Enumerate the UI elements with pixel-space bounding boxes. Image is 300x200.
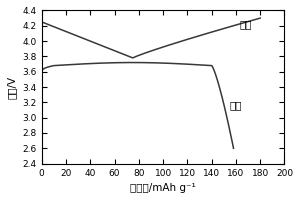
- Y-axis label: 电压/V: 电压/V: [7, 75, 17, 99]
- Text: 充电: 充电: [240, 19, 252, 29]
- X-axis label: 比容量/mAh g⁻¹: 比容量/mAh g⁻¹: [130, 183, 196, 193]
- Text: 放电: 放电: [230, 100, 242, 110]
